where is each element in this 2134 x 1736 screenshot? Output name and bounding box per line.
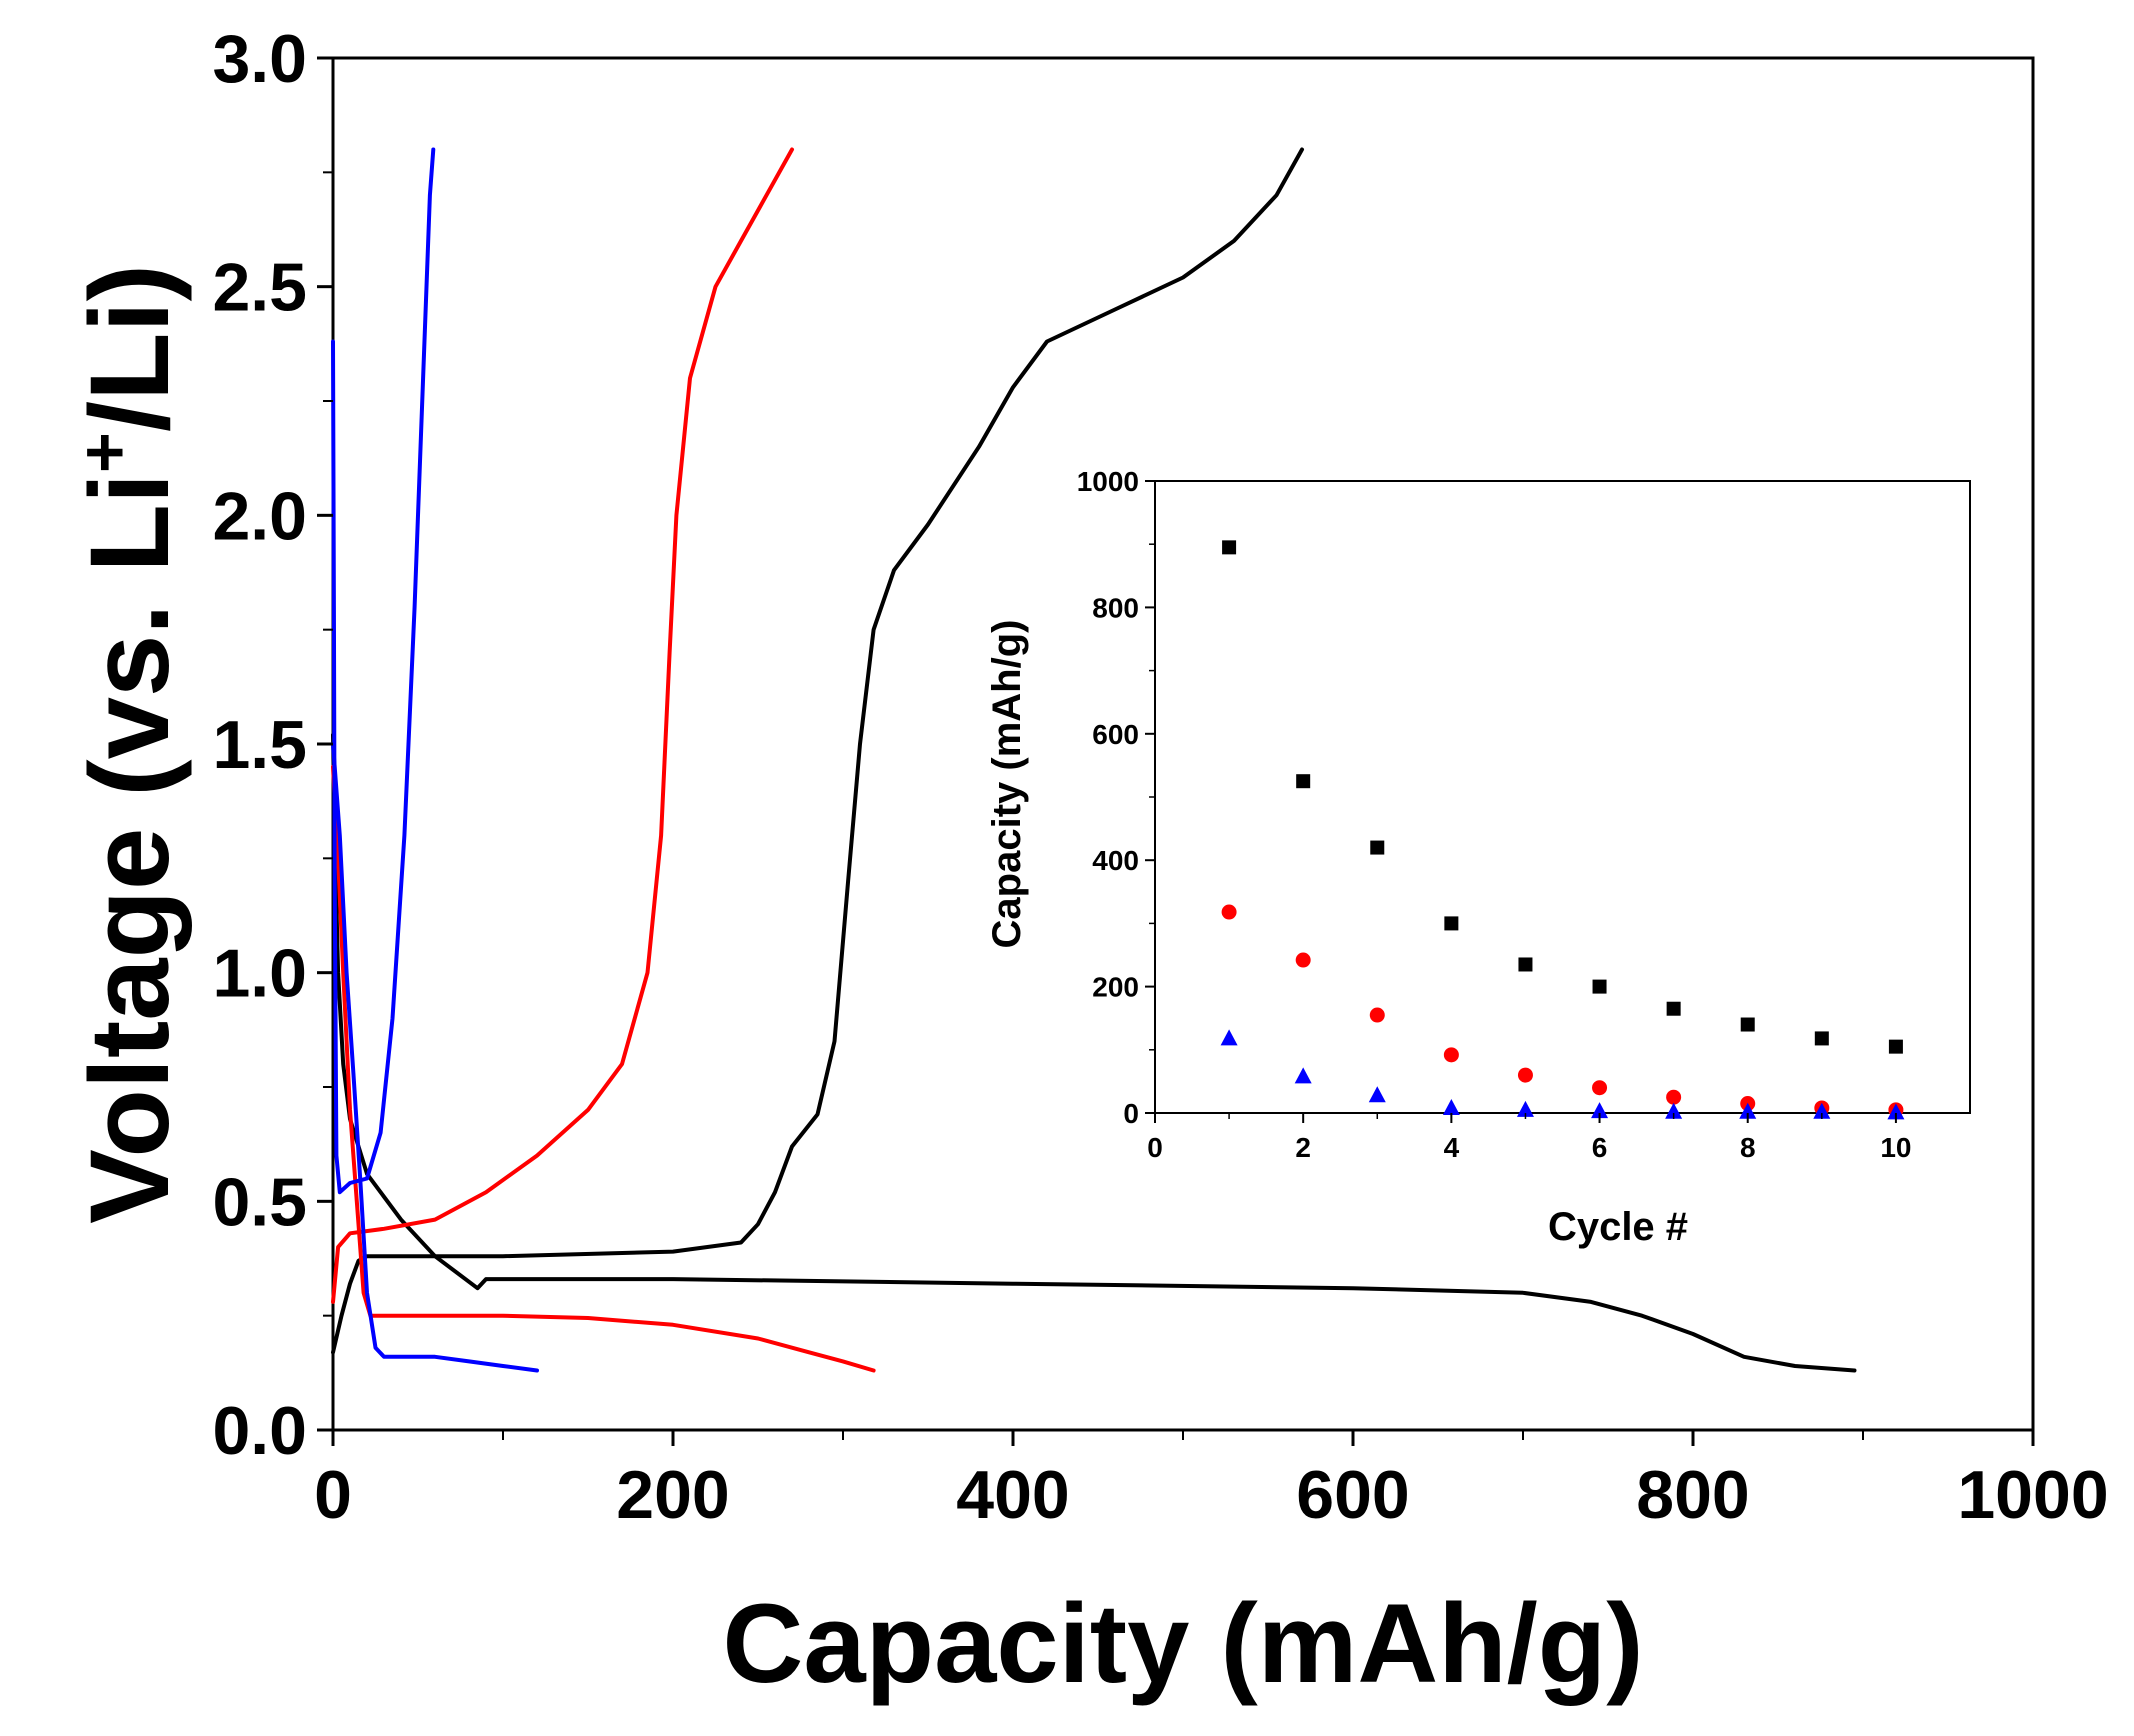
inset-square-point: [1518, 957, 1533, 972]
inset-circle-point: [1221, 904, 1237, 920]
main-series-group: [331, 147, 1857, 1373]
main-y-tick-label: 1.0: [212, 936, 307, 1012]
inset-x-tick-label: 4: [1444, 1132, 1460, 1163]
inset-triangle-point: [1665, 1102, 1683, 1119]
main-y-tick-label: 0.0: [212, 1393, 307, 1469]
inset-x-tick-label: 8: [1740, 1132, 1756, 1163]
inset-circle-point: [1592, 1080, 1608, 1096]
main-series-line-2: [331, 764, 876, 1373]
inset-y-tick-label: 200: [1092, 972, 1139, 1003]
main-series-line-1: [331, 147, 1304, 1355]
inset-triangle-point: [1591, 1102, 1609, 1119]
inset-square-point: [1888, 1039, 1903, 1054]
main-y-tick-label: 0.5: [212, 1164, 307, 1240]
inset-triangle-point: [1739, 1102, 1757, 1119]
inset-y-tick-label: 600: [1092, 719, 1139, 750]
inset-x-axis-label: Cycle #: [1548, 1205, 1688, 1249]
inset-x-tick-label: 10: [1880, 1132, 1911, 1163]
inset-square-point: [1444, 916, 1459, 931]
inset-square-point: [1370, 840, 1385, 855]
inset-circle-point: [1369, 1007, 1385, 1023]
inset-x-tick-label: 6: [1592, 1132, 1608, 1163]
main-y-tick-label: 3.0: [212, 21, 307, 97]
inset-square-point: [1740, 1017, 1755, 1032]
main-x-tick-label: 200: [616, 1457, 729, 1533]
inset-y-tick-label: 1000: [1077, 466, 1139, 497]
inset-triangle-point: [1220, 1029, 1238, 1046]
main-x-tick-label: 600: [1296, 1457, 1409, 1533]
inset-triangle-point: [1887, 1103, 1905, 1120]
inset-circle-point: [1443, 1047, 1459, 1063]
inset-square-point: [1592, 979, 1607, 994]
inset-plot-frame: [1154, 480, 1971, 1114]
inset-circle-point: [1295, 952, 1311, 968]
main-series-line-0: [331, 732, 1857, 1373]
inset-triangle-point: [1294, 1067, 1312, 1084]
main-x-tick-label: 0: [314, 1457, 352, 1533]
inset-square-point: [1222, 540, 1237, 555]
inset-y-tick-label: 0: [1123, 1098, 1139, 1129]
inset-square-point: [1296, 774, 1311, 789]
inset-square-point: [1666, 1001, 1681, 1016]
main-y-tick-label: 2.5: [212, 250, 307, 326]
inset-square-point: [1814, 1031, 1829, 1046]
inset-y-tick-label: 800: [1092, 592, 1139, 623]
main-y-axis-label-superscript: +: [65, 432, 143, 473]
inset-series-group: [1220, 540, 1905, 1120]
main-x-tick-label: 1000: [1957, 1457, 2108, 1533]
inset-circle-point: [1666, 1089, 1682, 1105]
inset-triangle-point: [1368, 1086, 1386, 1103]
main-x-axis-label: Capacity (mAh/g): [723, 1581, 1644, 1706]
inset-circle-point: [1517, 1067, 1533, 1083]
inset-y-axis-label: Capacity (mAh/g): [985, 620, 1029, 949]
inset-axis-ticks: 0 2 4 6 8 10 0 200 400 600 800 1000: [1077, 466, 1912, 1163]
inset-y-tick-label: 400: [1092, 845, 1139, 876]
main-y-axis-label: Voltage (vs. Li+/Li): [65, 264, 192, 1224]
main-series-line-5: [331, 147, 436, 1195]
main-y-tick-label: 2.0: [212, 478, 307, 554]
main-series-line-3: [331, 147, 794, 1304]
main-y-axis-label-suffix: /Li): [67, 264, 192, 432]
main-series-line-4: [331, 742, 539, 1373]
inset-plot: 0 2 4 6 8 10 0 200 400 600 800 1000 Cycle # Capacit…: [985, 466, 1971, 1249]
inset-triangle-point: [1813, 1102, 1831, 1119]
inset-x-tick-label: 2: [1295, 1132, 1311, 1163]
main-x-tick-label: 800: [1636, 1457, 1749, 1533]
inset-x-tick-label: 0: [1147, 1132, 1163, 1163]
main-y-tick-label: 1.5: [212, 707, 307, 783]
inset-triangle-point: [1442, 1098, 1460, 1115]
inset-triangle-point: [1516, 1100, 1534, 1117]
main-y-axis-label-text: Voltage (vs. Li: [67, 473, 192, 1224]
main-x-tick-label: 400: [956, 1457, 1069, 1533]
